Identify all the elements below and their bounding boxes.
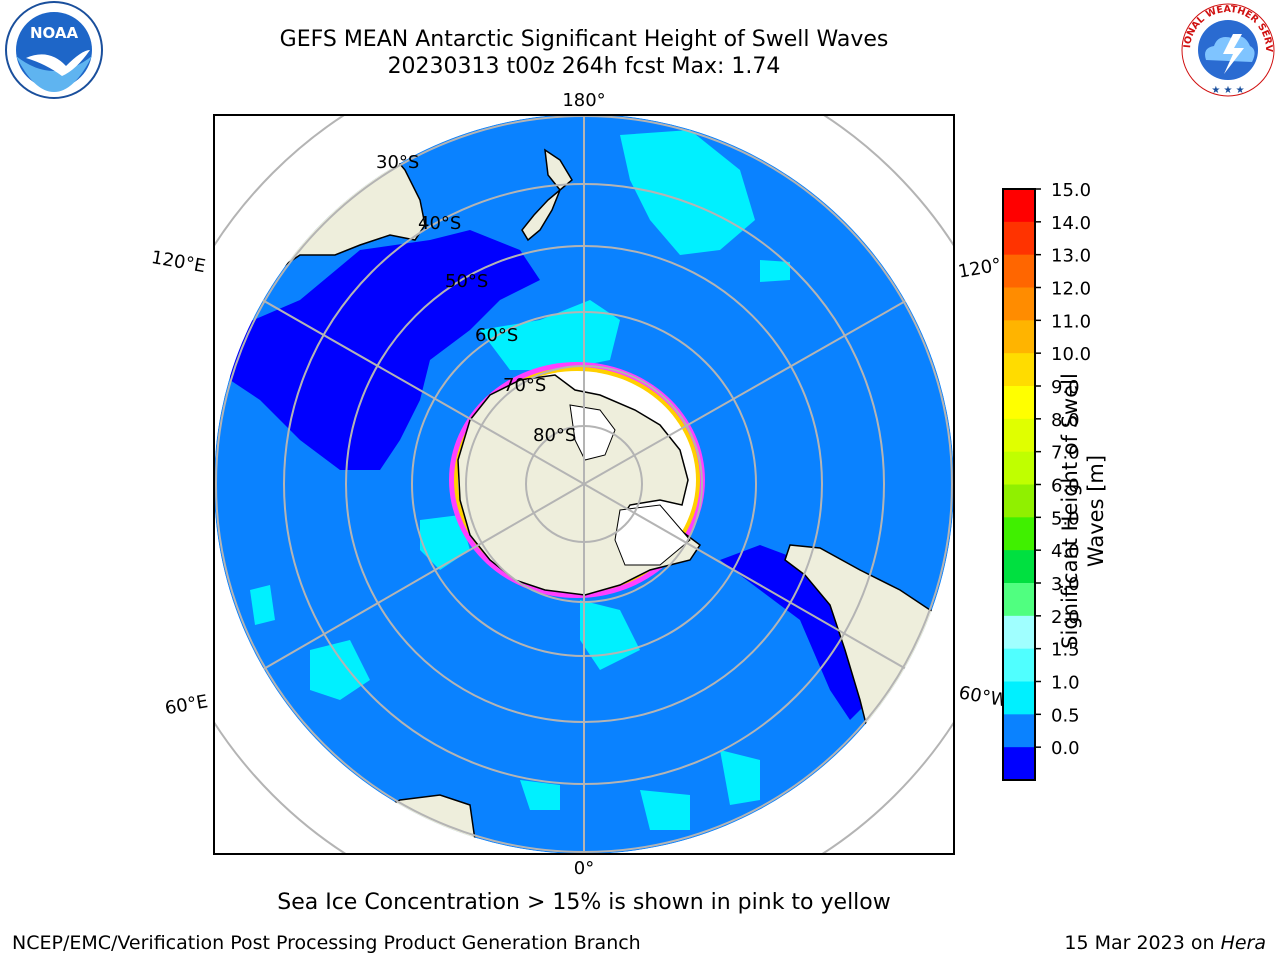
colorbar-tick-label: 9.0	[1051, 377, 1080, 398]
colorbar-tick-label: 0.0	[1051, 738, 1080, 759]
longitude-lines	[214, 115, 954, 854]
colorbar-tick-label: 10.0	[1051, 344, 1091, 365]
colorbar-tick-label: 13.0	[1051, 246, 1091, 267]
lon-label-180: 180°	[562, 90, 605, 111]
lat-label-80s: 80°S	[533, 425, 576, 446]
colorbar-tick-label: 8.0	[1051, 410, 1080, 431]
colorbar-tick-label: 15.0	[1051, 180, 1091, 201]
colorbar-band	[1003, 615, 1035, 650]
chart-subtitle: 20230313 t00z 264h fcst Max: 1.74	[387, 54, 781, 79]
lon-label-120w: 120°	[957, 254, 1003, 282]
colorbar-band	[1003, 747, 1035, 781]
lon-label-0: 0°	[574, 858, 594, 879]
noaa-logo-icon: NOAA	[5, 1, 103, 99]
lat-label-60s: 60°S	[475, 325, 518, 346]
colorbar-band	[1003, 451, 1035, 485]
colorbar-band	[1003, 386, 1035, 420]
footer-host: Hera	[1220, 932, 1266, 954]
colorbar-tick-label: 11.0	[1051, 311, 1091, 332]
colorbar-tick-label: 12.0	[1051, 279, 1091, 300]
colorbar-band	[1003, 517, 1035, 551]
colorbar-band	[1003, 189, 1035, 223]
weddell-ice-shelf	[614, 504, 691, 566]
sea-ice-note: Sea Ice Concentration > 15% is shown in …	[277, 890, 891, 915]
chart-title: GEFS MEAN Antarctic Significant Height o…	[279, 27, 889, 52]
colorbar-tick-label: 6.0	[1051, 476, 1080, 497]
map-frame	[213, 114, 955, 855]
colorbar-title: Significant Height of Swell Waves [m]	[1058, 373, 1108, 649]
colorbar-band	[1003, 320, 1035, 354]
colorbar-band	[1003, 648, 1035, 682]
national-weather-service-logo-icon: NATIONAL WEATHER SERVICE ★ ★ ★	[1178, 0, 1275, 97]
colorbar-tick-label: 4.0	[1051, 541, 1080, 562]
colorbar-tick-label: 5.0	[1051, 508, 1080, 529]
low-swell-region	[230, 230, 540, 470]
map-frame-content	[214, 115, 954, 854]
colorbar-band	[1003, 714, 1035, 748]
colorbar-band	[1003, 254, 1035, 288]
noaa-logo-text: NOAA	[30, 24, 79, 42]
colorbar-band	[1003, 583, 1035, 617]
colorbar-band	[1003, 484, 1035, 518]
footer-date: 15 Mar 2023 on Hera	[1064, 932, 1266, 954]
colorbar-band	[1003, 681, 1035, 715]
colorbar-band	[1003, 287, 1035, 321]
colorbar-band	[1003, 221, 1035, 256]
lon-label-120e: 120°E	[150, 247, 208, 277]
colorbar-tick-label: 14.0	[1051, 213, 1091, 234]
colorbar-tick-label: 2.0	[1051, 607, 1080, 628]
svg-text:★ ★ ★: ★ ★ ★	[1211, 85, 1244, 96]
colorbar-tick-label: 0.5	[1051, 705, 1080, 726]
colorbar-band	[1003, 353, 1035, 387]
colorbar-tick-label: 3.0	[1051, 574, 1080, 595]
lon-label-60w: 60°W	[957, 682, 1010, 711]
lat-label-30s: 30°S	[376, 152, 419, 173]
lat-label-70s: 70°S	[503, 375, 546, 396]
lat-label-50s: 50°S	[445, 271, 488, 292]
ross-ice-shelf	[569, 404, 616, 461]
colorbar-tick-label: 1.0	[1051, 673, 1080, 694]
colorbar-tick-label: 7.0	[1051, 443, 1080, 464]
colorbar: 15.0 14.0 13.0 12.0 11.0 10.0 9.0 8.0 7.0 6.0 5.0 4…	[1002, 180, 1091, 781]
footer-credit: NCEP/EMC/Verification Post Processing Pr…	[12, 932, 641, 954]
lon-label-60e: 60°E	[163, 691, 209, 719]
colorbar-band	[1003, 550, 1035, 584]
colorbar-band	[1003, 418, 1035, 453]
lat-label-40s: 40°S	[418, 213, 461, 234]
colorbar-tick-label: 1.5	[1051, 640, 1080, 661]
